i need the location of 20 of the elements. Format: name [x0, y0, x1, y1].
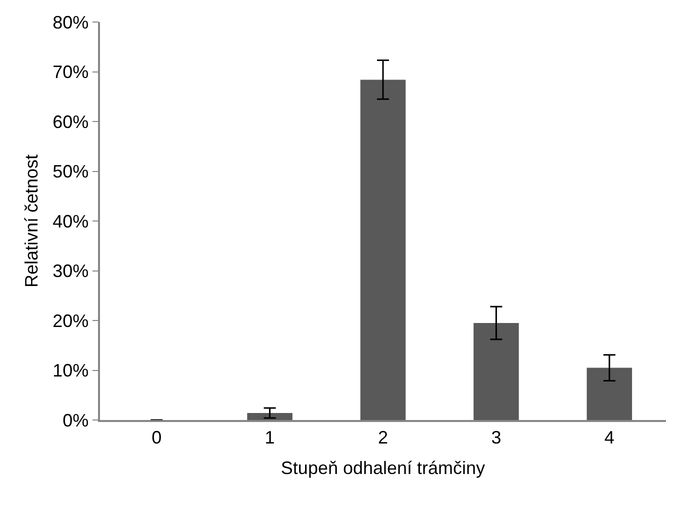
bar	[247, 413, 292, 420]
x-tick-label: 0	[152, 427, 162, 448]
y-tick-label: 70%	[52, 62, 89, 82]
y-tick-label: 40%	[52, 211, 89, 232]
y-tick-label: 30%	[52, 261, 89, 282]
x-tick-label: 3	[491, 427, 502, 448]
y-tick-label: 10%	[52, 360, 89, 381]
bar	[474, 322, 519, 420]
y-tick-label: 20%	[52, 310, 89, 331]
y-tick-label: 60%	[52, 112, 89, 132]
y-tick-label: 0%	[62, 410, 89, 430]
y-tick-label: 50%	[52, 162, 89, 182]
bar	[586, 368, 632, 420]
bar	[360, 80, 406, 420]
y-axis-title: Relativní četnost	[21, 154, 42, 288]
x-axis-title: Stupeň odhalení trámčiny	[280, 458, 486, 478]
y-tick-label: 80%	[52, 12, 89, 32]
x-tick-label: 2	[378, 427, 388, 448]
x-tick-label: 1	[264, 427, 275, 448]
x-tick-label: 4	[604, 427, 614, 448]
